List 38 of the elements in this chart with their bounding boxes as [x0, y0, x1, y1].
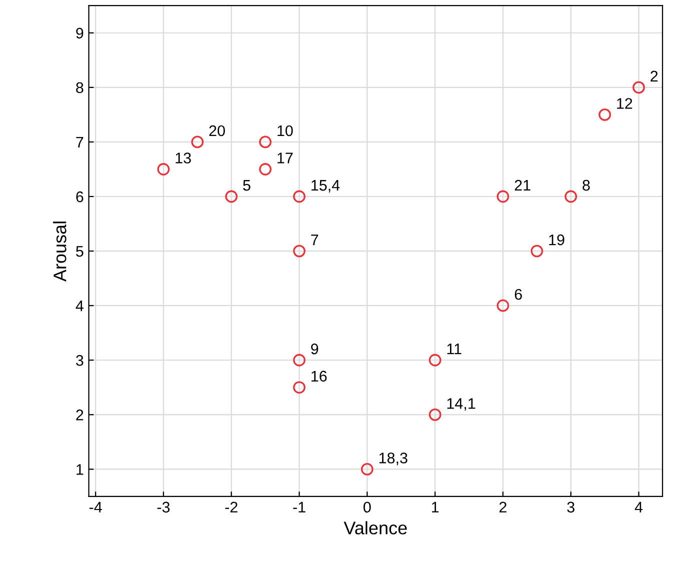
- x-tick-label: -4: [89, 502, 102, 512]
- y-tick-label: 9: [76, 28, 84, 39]
- y-tick-label: 1: [76, 464, 84, 475]
- y-tick-label: 6: [76, 191, 84, 202]
- annotation: 11: [447, 344, 462, 354]
- x-tick-label: 4: [634, 502, 643, 512]
- y-tick-label: 8: [76, 82, 84, 94]
- annotation: 17: [278, 152, 293, 164]
- annotation: 5: [243, 180, 250, 191]
- annotation: 19: [549, 234, 564, 246]
- x-axis-title: Valence: [344, 521, 407, 534]
- x-tick-label: 3: [567, 502, 574, 513]
- annotation: 18,3: [379, 452, 408, 466]
- annotation: 15,4: [312, 180, 340, 193]
- annotation: 16: [312, 370, 327, 382]
- y-tick-label: 4: [76, 300, 84, 312]
- annotation: 6: [514, 288, 522, 300]
- annotation: 9: [311, 344, 318, 354]
- annotation: 7: [311, 234, 318, 246]
- y-axis-title: Arousal: [53, 222, 66, 282]
- x-tick-label: -3: [157, 502, 170, 513]
- annotation: 14,1: [447, 398, 476, 411]
- annotation: 13: [176, 152, 191, 164]
- y-tick-label: 3: [76, 355, 84, 366]
- annotation: 10: [278, 125, 293, 136]
- annotation: 12: [617, 98, 632, 109]
- x-tick-label: 1: [432, 502, 439, 512]
- y-tick-label: 2: [76, 410, 84, 420]
- x-tick-label: -2: [225, 502, 238, 512]
- x-tick-label: -1: [293, 502, 306, 512]
- y-tick-label: 5: [76, 246, 84, 257]
- x-tick-label: 0: [364, 502, 371, 513]
- annotation: 20: [209, 125, 225, 136]
- annotation: 2: [650, 70, 658, 82]
- x-tick-label: 2: [499, 502, 506, 512]
- annotation: 8: [582, 180, 590, 191]
- annotation: 21: [514, 180, 530, 191]
- y-tick-label: 7: [76, 136, 84, 148]
